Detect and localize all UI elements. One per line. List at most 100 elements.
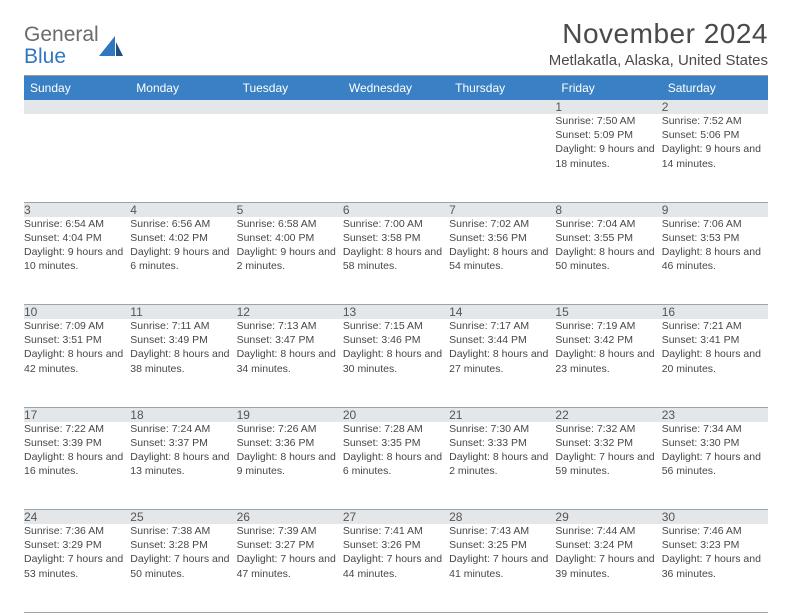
day-data-cell: Sunrise: 7:44 AMSunset: 3:24 PMDaylight:… <box>555 524 661 612</box>
day-number-cell: 9 <box>662 202 768 217</box>
calendar-table: SundayMondayTuesdayWednesdayThursdayFrid… <box>24 75 768 613</box>
sunrise-line: Sunrise: 7:30 AM <box>449 423 529 435</box>
sunrise-line: Sunrise: 7:38 AM <box>130 525 210 537</box>
day-data-cell: Sunrise: 7:28 AMSunset: 3:35 PMDaylight:… <box>343 422 449 510</box>
day-data-cell <box>24 114 130 202</box>
day-data-cell: Sunrise: 7:24 AMSunset: 3:37 PMDaylight:… <box>130 422 236 510</box>
day-data-cell: Sunrise: 7:39 AMSunset: 3:27 PMDaylight:… <box>237 524 343 612</box>
sunrise-line: Sunrise: 7:11 AM <box>130 320 209 332</box>
sunrise-line: Sunrise: 7:04 AM <box>555 218 635 230</box>
daylight-line: Daylight: 9 hours and 18 minutes. <box>555 143 654 169</box>
daylight-line: Daylight: 8 hours and 38 minutes. <box>130 348 229 374</box>
week-data-row: Sunrise: 7:22 AM Sunset: 3:39 PM Daylight:… <box>24 422 768 510</box>
day-data-cell: Sunrise: 7:02 AMSunset: 3:56 PMDaylight:… <box>449 217 555 305</box>
sunset-line: Sunset: 3:58 PM <box>343 232 421 244</box>
day-number-cell: 22 <box>555 407 661 422</box>
sunset-line: Sunset: 3:37 PM <box>130 437 208 449</box>
title-block: November 2024 Metlakatla, Alaska, United… <box>549 18 768 69</box>
daylight-line: Daylight: 8 hours and 2 minutes. <box>449 451 548 477</box>
sunrise-line: Sunrise: 7:09 AM <box>24 320 104 332</box>
day-data-cell: Sunrise: 7:17 AMSunset: 3:44 PMDaylight:… <box>449 319 555 407</box>
sunset-line: Sunset: 4:00 PM <box>237 232 315 244</box>
daylight-line: Daylight: 9 hours and 10 minutes. <box>24 246 123 272</box>
day-number-cell <box>24 100 130 114</box>
day-data-cell: Sunrise: 7:34 AMSunset: 3:30 PMDaylight:… <box>662 422 768 510</box>
day-data-cell: Sunrise: 7:21 AMSunset: 3:41 PMDaylight:… <box>662 319 768 407</box>
day-of-week-header: Wednesday <box>343 76 449 101</box>
sunrise-line: Sunrise: 6:58 AM <box>237 218 317 230</box>
sunset-line: Sunset: 3:47 PM <box>237 334 315 346</box>
day-of-week-header: Saturday <box>662 76 768 101</box>
header: General Blue November 2024 Metlakatla, A… <box>24 18 768 69</box>
week-data-row: Sunrise: 6:54 AMSunset: 4:04 PMDaylight:… <box>24 217 768 305</box>
sunrise-line: Sunrise: 7:36 AM <box>24 525 104 537</box>
day-of-week-header: Sunday <box>24 76 130 101</box>
sunrise-line: Sunrise: 7:02 AM <box>449 218 529 230</box>
sunset-line: Sunset: 3:39 PM <box>24 437 102 449</box>
calendar-body: 12Sunrise: 7:50 AMSunset: 5:09 PMDayligh… <box>24 100 768 612</box>
week-data-row: Sunrise: 7:36 AM Sunset: 3:29 PM Daylight:… <box>24 524 768 612</box>
sunset-line: Sunset: 3:29 PM <box>24 539 102 551</box>
daylight-line: Daylight: 8 hours and 30 minutes. <box>343 348 442 374</box>
day-data-cell: Sunrise: 6:58 AM Sunset: 4:00 PM Daylight:… <box>237 217 343 305</box>
sunrise-line: Sunrise: 7:19 AM <box>555 320 635 332</box>
daylight-line: Daylight: 8 hours and 16 minutes. <box>24 451 123 477</box>
day-data-cell: Sunrise: 7:38 AMSunset: 3:28 PMDaylight:… <box>130 524 236 612</box>
day-data-cell: Sunrise: 7:13 AMSunset: 3:47 PMDaylight:… <box>237 319 343 407</box>
day-number-cell: 28 <box>449 510 555 525</box>
sunset-line: Sunset: 3:42 PM <box>555 334 633 346</box>
sunrise-line: Sunrise: 7:44 AM <box>555 525 635 537</box>
sunrise-line: Sunrise: 7:22 AM <box>24 423 104 435</box>
sunrise-line: Sunrise: 7:13 AM <box>237 320 317 332</box>
sunset-line: Sunset: 3:27 PM <box>237 539 315 551</box>
calendar-page: General Blue November 2024 Metlakatla, A… <box>0 0 792 613</box>
sunrise-line: Sunrise: 6:56 AM <box>130 218 210 230</box>
day-data-cell: Sunrise: 6:56 AMSunset: 4:02 PMDaylight:… <box>130 217 236 305</box>
sunset-line: Sunset: 5:06 PM <box>662 129 740 141</box>
day-number-cell: 10 <box>24 305 130 320</box>
sunrise-line: Sunrise: 7:39 AM <box>237 525 317 537</box>
day-number-cell: 16 <box>662 305 768 320</box>
day-data-cell: Sunrise: 7:30 AMSunset: 3:33 PMDaylight:… <box>449 422 555 510</box>
day-number-cell: 26 <box>237 510 343 525</box>
brand-blue: Blue <box>24 45 66 68</box>
sunrise-line: Sunrise: 7:50 AM <box>555 115 635 127</box>
daylight-line: Daylight: 7 hours and 50 minutes. <box>130 553 229 579</box>
daylight-line: Daylight: 8 hours and 42 minutes. <box>24 348 123 374</box>
sunrise-line: Sunrise: 7:06 AM <box>662 218 742 230</box>
day-number-cell: 24 <box>24 510 130 525</box>
day-number-cell: 8 <box>555 202 661 217</box>
daylight-line: Daylight: 8 hours and 27 minutes. <box>449 348 548 374</box>
day-data-cell <box>449 114 555 202</box>
daylight-line: Daylight: 7 hours and 39 minutes. <box>555 553 654 579</box>
day-number-cell: 19 <box>237 407 343 422</box>
daylight-line: Daylight: 8 hours and 23 minutes. <box>555 348 654 374</box>
day-data-cell <box>130 114 236 202</box>
week-number-row: 17181920212223 <box>24 407 768 422</box>
sunset-line: Sunset: 3:30 PM <box>662 437 740 449</box>
day-data-cell: Sunrise: 7:32 AMSunset: 3:32 PMDaylight:… <box>555 422 661 510</box>
week-number-row: 24252627282930 <box>24 510 768 525</box>
day-number-cell: 25 <box>130 510 236 525</box>
day-data-cell: Sunrise: 7:11 AM Sunset: 3:49 PM Daylight:… <box>130 319 236 407</box>
daylight-line: Daylight: 8 hours and 46 minutes. <box>662 246 761 272</box>
daylight-line: Daylight: 9 hours and 14 minutes. <box>662 143 761 169</box>
daylight-line: Daylight: 8 hours and 50 minutes. <box>555 246 654 272</box>
sunset-line: Sunset: 3:25 PM <box>449 539 527 551</box>
daylight-line: Daylight: 7 hours and 53 minutes. <box>24 553 123 579</box>
sunset-line: Sunset: 3:41 PM <box>662 334 740 346</box>
day-number-cell: 21 <box>449 407 555 422</box>
sunrise-line: Sunrise: 7:17 AM <box>449 320 529 332</box>
week-data-row: Sunrise: 7:09 AMSunset: 3:51 PMDaylight:… <box>24 319 768 407</box>
sunset-line: Sunset: 3:49 PM <box>130 334 208 346</box>
daylight-line: Daylight: 9 hours and 2 minutes. <box>237 246 336 272</box>
day-number-cell: 3 <box>24 202 130 217</box>
sunrise-line: Sunrise: 7:00 AM <box>343 218 423 230</box>
day-data-cell: Sunrise: 7:00 AMSunset: 3:58 PMDaylight:… <box>343 217 449 305</box>
sunset-line: Sunset: 3:55 PM <box>555 232 633 244</box>
daylight-line: Daylight: 8 hours and 9 minutes. <box>237 451 336 477</box>
sunset-line: Sunset: 3:36 PM <box>237 437 315 449</box>
day-data-cell: Sunrise: 7:52 AMSunset: 5:06 PMDaylight:… <box>662 114 768 202</box>
sunrise-line: Sunrise: 7:15 AM <box>343 320 423 332</box>
sunset-line: Sunset: 3:56 PM <box>449 232 527 244</box>
